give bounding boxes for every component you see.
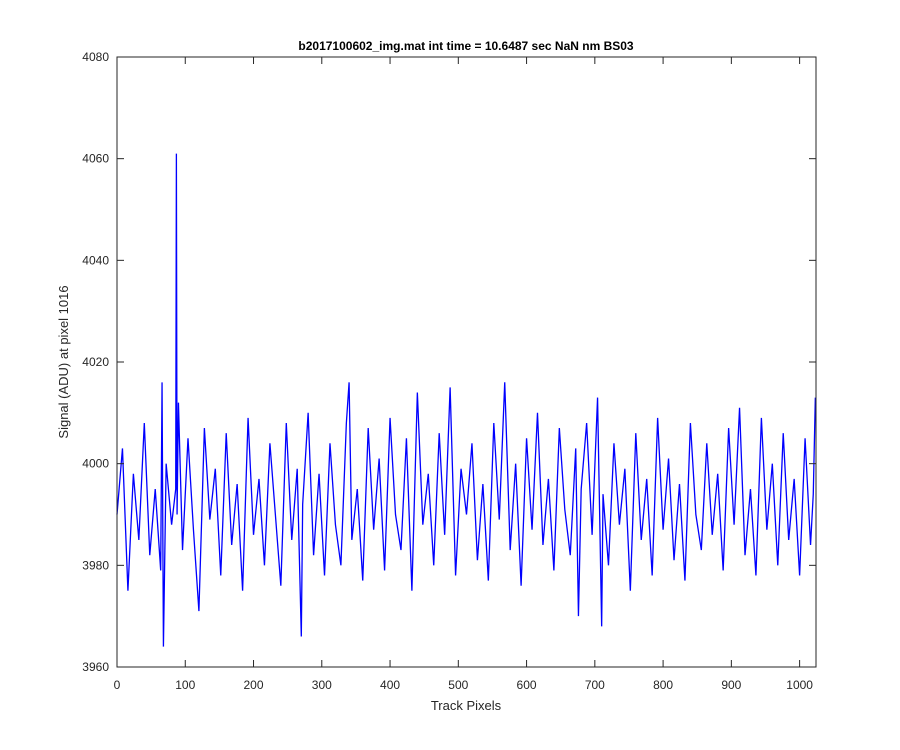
chart-title: b2017100602_img.mat int time = 10.6487 s… bbox=[298, 39, 634, 53]
x-tick-label: 100 bbox=[175, 678, 195, 692]
x-tick-label: 600 bbox=[517, 678, 537, 692]
y-tick-label: 3960 bbox=[82, 660, 109, 674]
data-line bbox=[116, 153, 816, 647]
y-tick-label: 4040 bbox=[82, 253, 109, 267]
x-tick-label: 800 bbox=[653, 678, 673, 692]
x-tick-label: 700 bbox=[585, 678, 605, 692]
y-axis-label: Signal (ADU) at pixel 1016 bbox=[56, 285, 71, 438]
x-tick-label: 200 bbox=[244, 678, 264, 692]
x-tick-label: 400 bbox=[380, 678, 400, 692]
x-axis-label: Track Pixels bbox=[431, 698, 502, 713]
y-tick-label: 4020 bbox=[82, 355, 109, 369]
y-tick-label: 4060 bbox=[82, 152, 109, 166]
x-tick-label: 1000 bbox=[786, 678, 813, 692]
y-tick-label: 4000 bbox=[82, 457, 109, 471]
x-tick-label: 300 bbox=[312, 678, 332, 692]
x-tick-label: 900 bbox=[721, 678, 741, 692]
x-tick-label: 0 bbox=[114, 678, 121, 692]
x-tick-label: 500 bbox=[448, 678, 468, 692]
y-tick-label: 3980 bbox=[82, 558, 109, 572]
y-tick-label: 4080 bbox=[82, 50, 109, 64]
